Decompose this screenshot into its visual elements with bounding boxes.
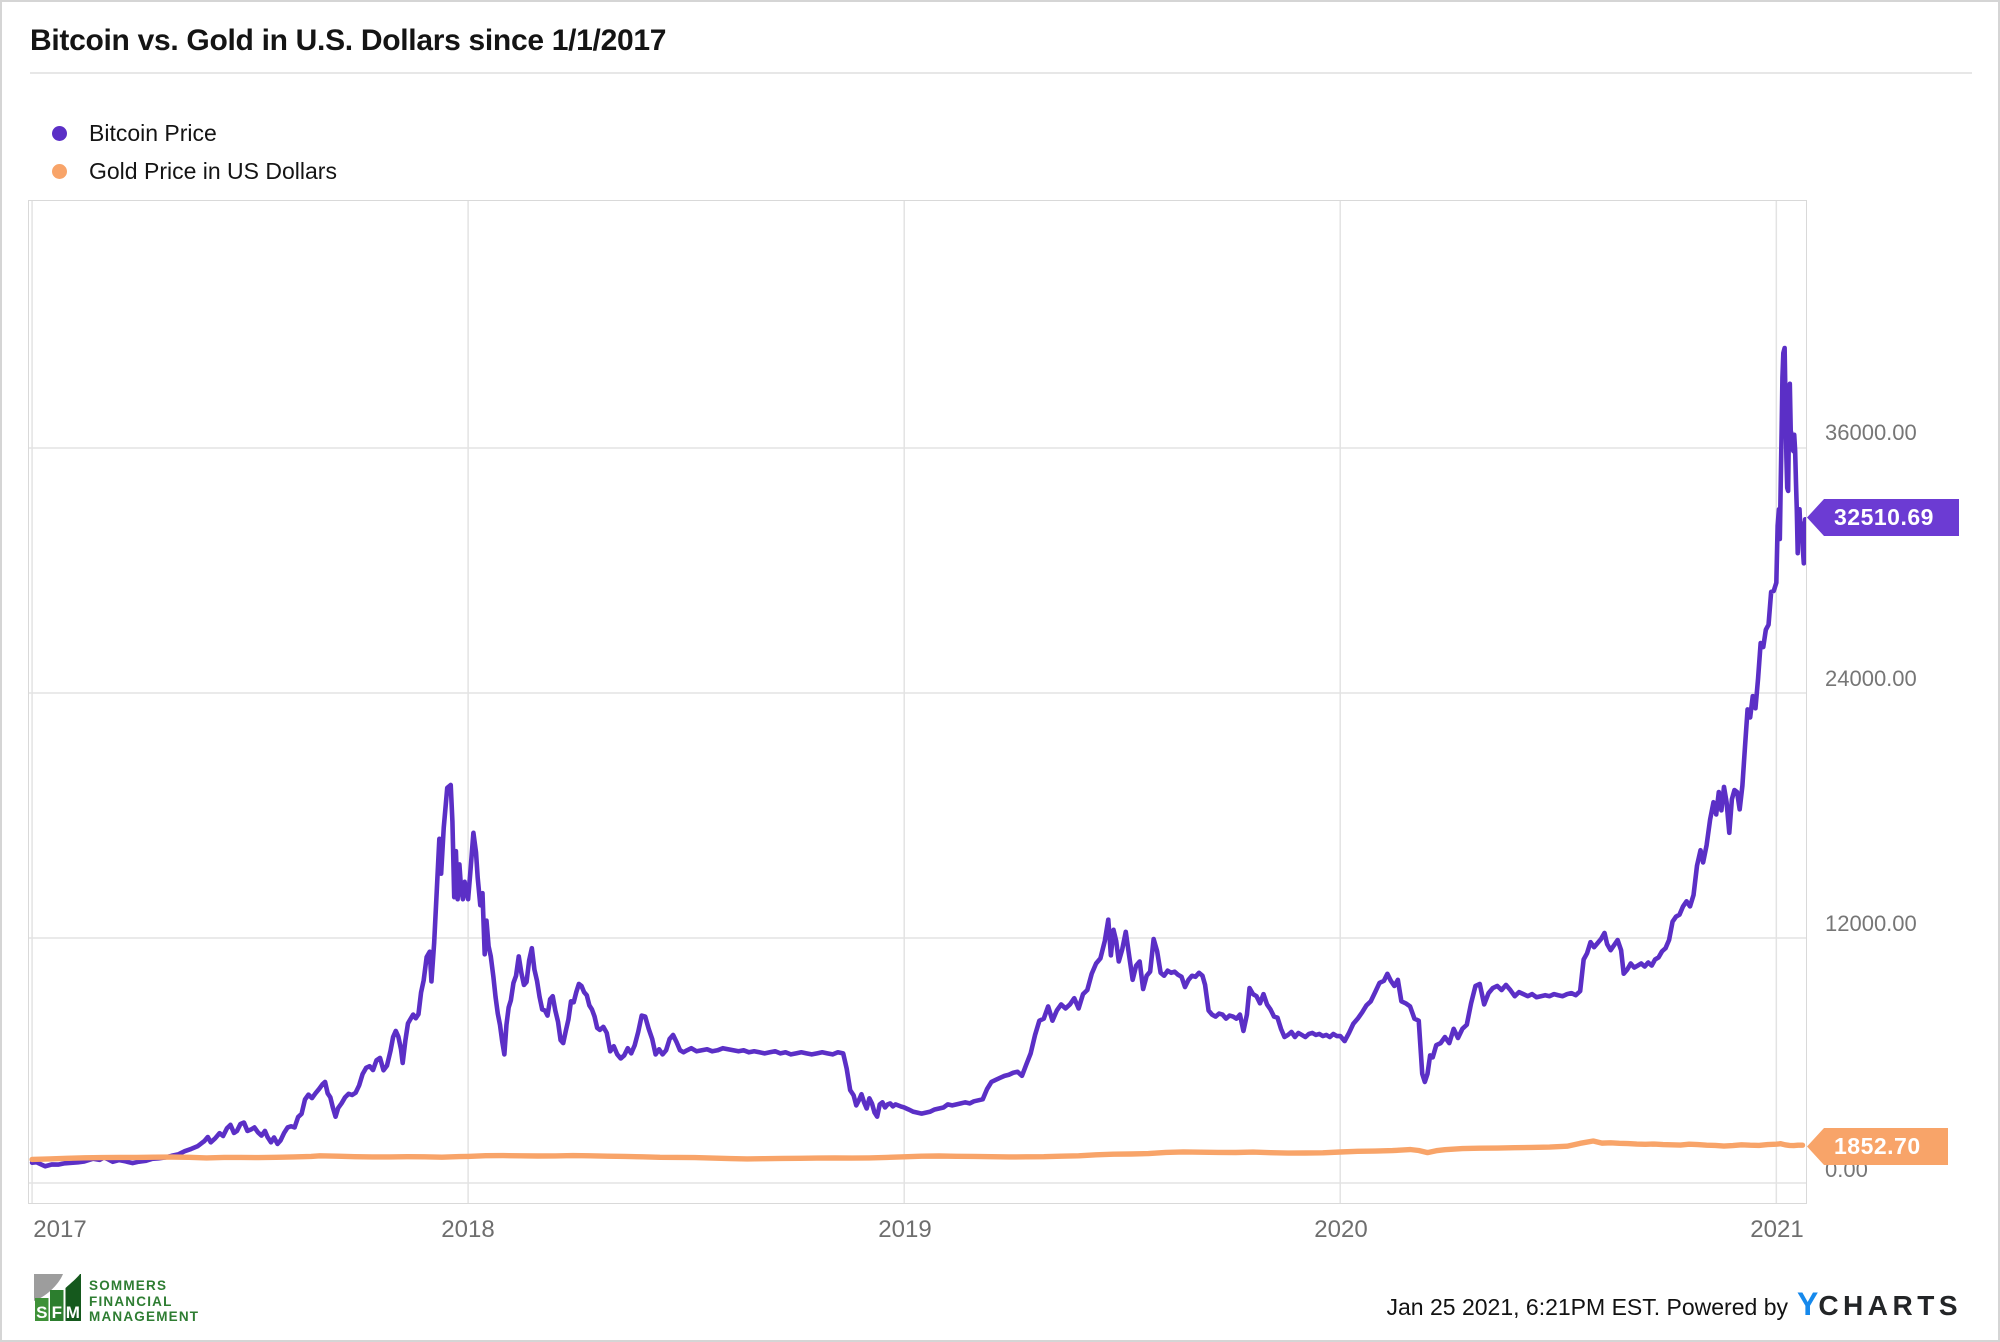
x-axis-tick-2021: 2021 <box>1750 1216 1804 1243</box>
legend-item-gold: Gold Price in US Dollars <box>52 152 337 190</box>
x-axis-tick-2018: 2018 <box>441 1216 495 1243</box>
x-axis-tick-2020: 2020 <box>1314 1216 1368 1243</box>
y-axis-tick-36000: 36000.00 <box>1825 420 1917 445</box>
plot-area <box>28 200 1807 1204</box>
ycharts-wordmark: CHARTS <box>1818 1290 1962 1321</box>
sfm-line-3: MANAGEMENT <box>89 1309 200 1324</box>
sfm-wordmark: SOMMERS FINANCIAL MANAGEMENT <box>89 1278 199 1325</box>
legend-label-bitcoin: Bitcoin Price <box>89 119 217 146</box>
bitcoin-series-dot-icon <box>52 125 67 141</box>
sfm-line-2: FINANCIAL <box>89 1293 173 1309</box>
svg-text:F: F <box>52 1303 62 1321</box>
chart-canvas <box>29 201 1806 1203</box>
title-divider <box>30 72 1972 74</box>
gold-last-value-badge: 1852.70 <box>1807 1128 1948 1165</box>
sfm-logo-icon: S F M <box>34 1274 81 1322</box>
gold-series-dot-icon <box>52 163 67 179</box>
y-axis-tick-24000: 24000.00 <box>1825 666 1917 691</box>
svg-text:M: M <box>66 1303 80 1321</box>
legend: Bitcoin Price Gold Price in US Dollars <box>52 114 337 190</box>
page-title: Bitcoin vs. Gold in U.S. Dollars since 1… <box>30 24 667 57</box>
x-axis-tick-2019: 2019 <box>878 1216 932 1243</box>
legend-label-gold: Gold Price in US Dollars <box>89 157 337 184</box>
y-axis-tick-12000: 12000.00 <box>1825 911 1917 936</box>
sfm-line-1: SOMMERS <box>89 1278 168 1293</box>
bitcoin-last-value-badge: 32510.69 <box>1807 499 1959 536</box>
svg-text:S: S <box>36 1303 47 1321</box>
attribution: Jan 25 2021, 6:21PM EST. Powered by Y CH… <box>1387 1286 1962 1323</box>
ycharts-y-icon: Y <box>1796 1286 1819 1322</box>
x-axis-tick-2017: 2017 <box>33 1216 87 1243</box>
timestamp-text: Jan 25 2021, 6:21PM EST. Powered by <box>1386 1294 1788 1320</box>
ycharts-logo: Y CHARTS <box>1797 1286 1962 1323</box>
legend-item-bitcoin: Bitcoin Price <box>52 114 337 152</box>
